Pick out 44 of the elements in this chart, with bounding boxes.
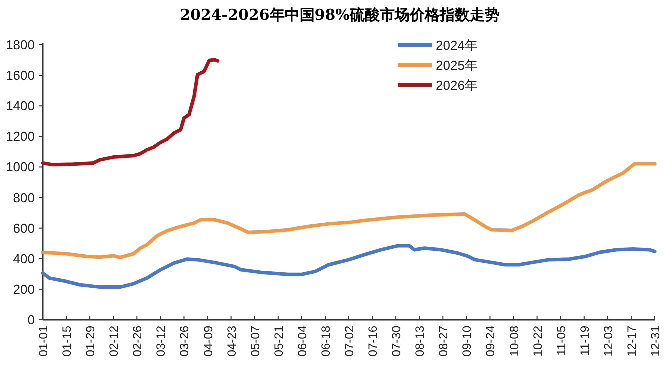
x-tick-label: 11-19 [578, 326, 592, 356]
y-tick-label: 1400 [6, 98, 35, 114]
x-tick-label: 05-21 [272, 326, 286, 357]
x-tick-label: 07-30 [390, 326, 404, 357]
y-tick-label: 1200 [6, 129, 35, 144]
x-tick-label: 03-12 [154, 326, 168, 357]
y-tick-label: 0 [28, 312, 35, 328]
x-tick-label: 06-04 [295, 326, 310, 357]
x-tick-label: 12-17 [624, 326, 639, 357]
x-tick-label: 01-01 [36, 326, 50, 357]
x-tick-label: 02-26 [130, 326, 145, 357]
x-tick-label: 12-31 [648, 326, 662, 357]
line-series [41, 244, 657, 290]
x-tick-label: 12-03 [601, 326, 616, 357]
chart-title: 2024-2026年中国98%硫酸市场价格指数走势 [180, 6, 500, 24]
x-tick-label: 02-12 [107, 326, 122, 357]
x-tick-label: 07-16 [366, 326, 380, 357]
y-tick-label: 800 [13, 190, 35, 206]
x-tick-label: 07-02 [342, 326, 356, 357]
y-tick-label: 200 [13, 282, 35, 297]
x-tick-label: 01-15 [60, 326, 74, 357]
x-tick-label: 01-29 [84, 326, 98, 357]
y-tick-label: 1600 [6, 68, 35, 84]
y-tick-label: 1800 [6, 38, 35, 52]
line-series [41, 162, 657, 260]
y-tick-label: 1000 [6, 160, 35, 175]
x-tick-label: 05-07 [248, 326, 262, 357]
legend-label: 2025年 [436, 58, 478, 73]
line-series [41, 58, 220, 167]
y-tick-label: 400 [13, 251, 35, 266]
x-tick-label: 08-13 [413, 326, 428, 357]
x-tick-label: 06-18 [318, 326, 333, 357]
x-tick-label: 04-23 [224, 326, 239, 357]
y-tick-label: 600 [13, 220, 35, 236]
legend-label: 2026年 [436, 78, 478, 93]
x-tick-label: 09-10 [460, 326, 474, 357]
x-tick-label: 11-05 [554, 326, 568, 356]
x-tick-label: 04-09 [201, 326, 216, 357]
x-tick-label: 10-08 [507, 326, 522, 357]
x-tick-label: 08-27 [436, 326, 451, 357]
x-tick-label: 09-24 [484, 326, 498, 357]
legend-label: 2024年 [436, 38, 478, 53]
x-tick-label: 10-22 [530, 326, 545, 357]
x-tick-label: 03-26 [178, 326, 192, 357]
